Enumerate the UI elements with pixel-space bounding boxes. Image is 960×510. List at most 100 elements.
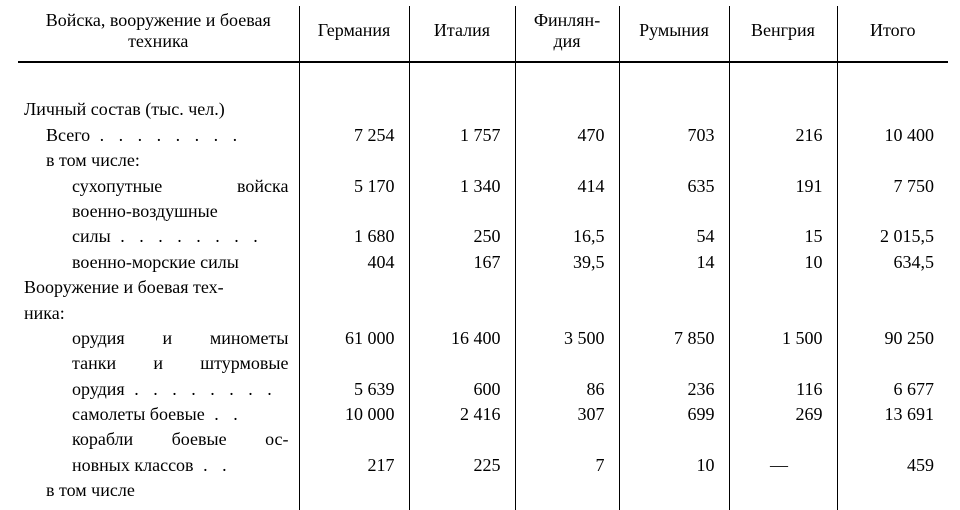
cell-value: 10 400 [838,123,949,148]
table-row: орудия и минометы61 00016 4003 5007 8501… [18,326,948,351]
cell-value [838,351,949,374]
row-label: новных классов . . [18,453,299,478]
row-label: в том числе: [18,148,299,173]
row-label: подводные лодки [18,504,299,510]
col-header-finland: Финлян-дия [515,6,619,62]
cell-value [730,275,837,298]
row-label: военно-воздушные [18,199,299,224]
cell-value [410,301,515,324]
cell-value: 260 [838,504,949,510]
cell-value [300,199,409,222]
col-header-total: Итого [837,6,948,62]
cell-value: 39,5 [516,250,619,275]
cell-value [410,97,515,120]
cell-value: 600 [410,377,515,402]
cell-value [620,301,729,324]
cell-value: 161 [300,504,409,510]
cell-value: 634,5 [838,250,949,275]
leader-dots: . . [194,455,232,475]
cell-value: 13 691 [838,402,949,427]
cell-value: 7 850 [620,326,729,351]
cell-value [516,275,619,298]
cell-value [410,199,515,222]
header-gap [18,63,948,97]
cell-value: 6 677 [838,377,949,402]
row-label: сухопутные войска [18,174,299,199]
cell-value [410,351,515,374]
cell-value [410,478,515,501]
table-row: корабли боевые ос- [18,427,948,452]
cell-value [300,97,409,120]
cell-value [730,478,837,501]
cell-value [620,97,729,120]
cell-value: — [730,453,837,478]
col-header-label: Войска, вооружение и боевая техника [18,6,299,62]
cell-value: 16,5 [516,224,619,249]
cell-value [300,301,409,324]
cell-value [730,427,837,450]
cell-value [838,148,949,171]
leader-dots: . . . . . . . . [90,125,242,145]
table-row: военно-воздушные [18,199,948,224]
cell-value [516,351,619,374]
row-label: в том числе [18,478,299,503]
cell-value [410,427,515,450]
table-row: Всего . . . . . . . .7 2541 757470703216… [18,123,948,148]
table-body: Личный состав (тыс. чел.)Всего . . . . .… [18,62,948,510]
col-header-italy: Италия [409,6,515,62]
cell-value: 116 [730,377,837,402]
table-row: подводные лодки1619351—260 [18,504,948,510]
dash-icon: — [736,454,823,477]
cell-value [410,148,515,171]
leader-dots: . . . . . . . . [125,379,277,399]
cell-value: 470 [516,123,619,148]
cell-value: 61 000 [300,326,409,351]
table-row: сухопутные войска5 1701 3404146351917 75… [18,174,948,199]
row-label: корабли боевые ос- [18,427,299,452]
cell-value [516,199,619,222]
row-label: орудия и минометы [18,326,299,351]
row-label: ника: [18,301,299,326]
table-row: новных классов . .217225710—459 [18,453,948,478]
cell-value [516,148,619,171]
cell-value [516,427,619,450]
cell-value: 414 [516,174,619,199]
cell-value: 7 750 [838,174,949,199]
cell-value: 86 [516,377,619,402]
cell-value: 703 [620,123,729,148]
cell-value: 10 [730,250,837,275]
military-forces-table: Войска, вооружение и боевая техника Герм… [18,6,948,510]
cell-value: 7 [516,453,619,478]
cell-value [730,301,837,324]
dash-icon: — [736,505,823,510]
table-row: Личный состав (тыс. чел.) [18,97,948,122]
cell-value: 167 [410,250,515,275]
cell-value [410,275,515,298]
cell-value [838,478,949,501]
cell-value [620,478,729,501]
cell-value [516,301,619,324]
row-label: военно-морские силы [18,250,299,275]
cell-value [838,199,949,222]
cell-value [838,301,949,324]
cell-value: 3 500 [516,326,619,351]
table-row: Вооружение и боевая тех- [18,275,948,300]
row-label: Вооружение и боевая тех- [18,275,299,300]
table-page: Войска, вооружение и боевая техника Герм… [0,0,960,510]
cell-value: 90 250 [838,326,949,351]
cell-value [730,97,837,120]
row-label: самолеты боевые . . [18,402,299,427]
cell-value: 1 500 [730,326,837,351]
cell-value [300,275,409,298]
cell-value: 217 [300,453,409,478]
cell-value: 250 [410,224,515,249]
table-row: самолеты боевые . .10 0002 4163076992691… [18,402,948,427]
table-header: Войска, вооружение и боевая техника Герм… [18,6,948,62]
cell-value: 635 [620,174,729,199]
cell-value: 225 [410,453,515,478]
cell-value: 459 [838,453,949,478]
cell-value: 699 [620,402,729,427]
cell-value [730,199,837,222]
cell-value [300,427,409,450]
cell-value [838,427,949,450]
